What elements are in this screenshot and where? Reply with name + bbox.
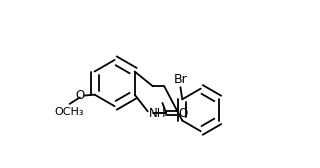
Text: OCH₃: OCH₃ [54,107,84,117]
Text: Br: Br [173,73,187,86]
Text: O: O [75,89,84,102]
Text: NH: NH [148,107,166,120]
Text: O: O [178,107,188,120]
